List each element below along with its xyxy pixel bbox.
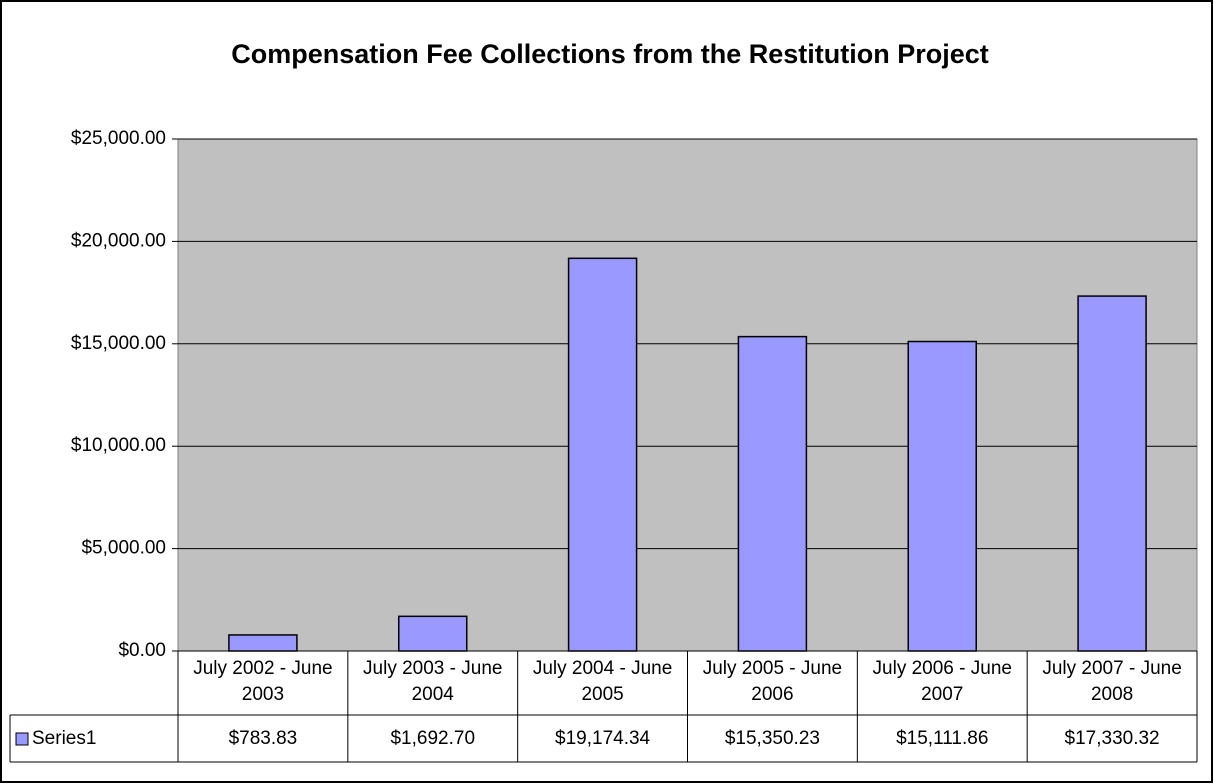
bar xyxy=(228,634,298,652)
bar xyxy=(398,615,468,652)
data-table-value: $19,174.34 xyxy=(555,728,651,749)
plot-area xyxy=(177,138,1198,652)
x-tick-label: July 2006 - June 2007 xyxy=(872,658,1012,705)
bar xyxy=(907,340,977,652)
x-tick-label: July 2005 - June 2006 xyxy=(702,658,843,705)
data-table-value: $15,350.23 xyxy=(725,728,820,749)
y-tick-label: $15,000.00 xyxy=(71,333,166,354)
x-tick-label: July 2003 - June 2004 xyxy=(363,658,503,705)
legend-label: Series1 xyxy=(32,728,96,749)
y-tick-label: $20,000.00 xyxy=(71,230,166,251)
legend-key xyxy=(15,732,29,746)
y-tick-label: $0.00 xyxy=(118,640,166,661)
x-tick-label: July 2002 - June 2003 xyxy=(193,658,333,705)
y-tick-label: $5,000.00 xyxy=(81,538,166,559)
bar xyxy=(567,257,638,652)
data-table-value: $1,692.70 xyxy=(390,728,475,749)
bar xyxy=(1077,295,1147,652)
y-tick-label: $10,000.00 xyxy=(71,435,166,456)
data-table-value: $17,330.32 xyxy=(1065,728,1160,749)
data-table-value: $783.83 xyxy=(229,728,298,749)
data-table-value: $15,111.86 xyxy=(896,728,988,749)
x-tick-label: July 2004 - June 2005 xyxy=(532,658,673,705)
bar xyxy=(737,335,808,652)
x-tick-label: July 2007 - June 2008 xyxy=(1042,658,1182,705)
y-tick-label: $25,000.00 xyxy=(71,128,166,149)
chart-title: Compensation Fee Collections from the Re… xyxy=(231,39,989,69)
